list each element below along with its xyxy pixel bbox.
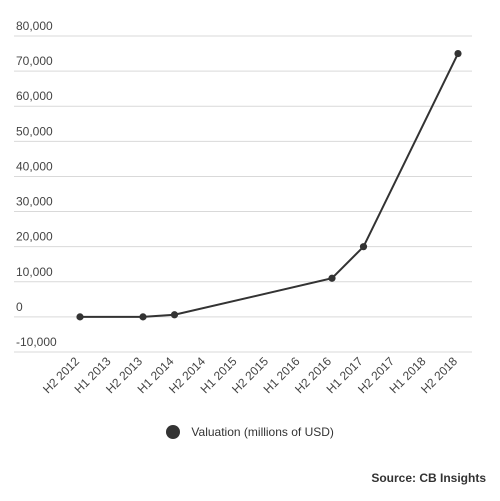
data-point: [76, 313, 84, 321]
y-tick-label: 50,000: [16, 124, 53, 138]
y-tick-label: 0: [16, 300, 23, 314]
data-point: [170, 311, 179, 319]
y-tick-label: 70,000: [16, 54, 53, 68]
data-point: [454, 49, 462, 58]
y-tick-label: 10,000: [16, 265, 53, 279]
y-tick-label: 30,000: [16, 195, 53, 209]
series-line: [80, 53, 459, 318]
data-point: [328, 274, 336, 282]
series-valuation: [76, 49, 462, 321]
y-tick-label: 80,000: [16, 19, 53, 33]
gridlines: [14, 35, 472, 353]
y-tick-label: -10,000: [16, 335, 57, 349]
y-tick-label: 20,000: [16, 230, 53, 244]
y-tick-label: 40,000: [16, 159, 53, 173]
data-point: [359, 243, 368, 251]
legend-label: Valuation (millions of USD): [191, 424, 334, 439]
y-tick-label: 60,000: [16, 89, 53, 103]
y-axis-ticks: 80,000 70,000 60,000 50,000 40,000 30,000 20,0…: [16, 19, 57, 349]
legend: Valuation (millions of USD): [0, 424, 500, 439]
data-point: [139, 313, 147, 321]
source-note: Source: CB Insights: [371, 471, 486, 485]
legend-marker: [166, 424, 181, 439]
